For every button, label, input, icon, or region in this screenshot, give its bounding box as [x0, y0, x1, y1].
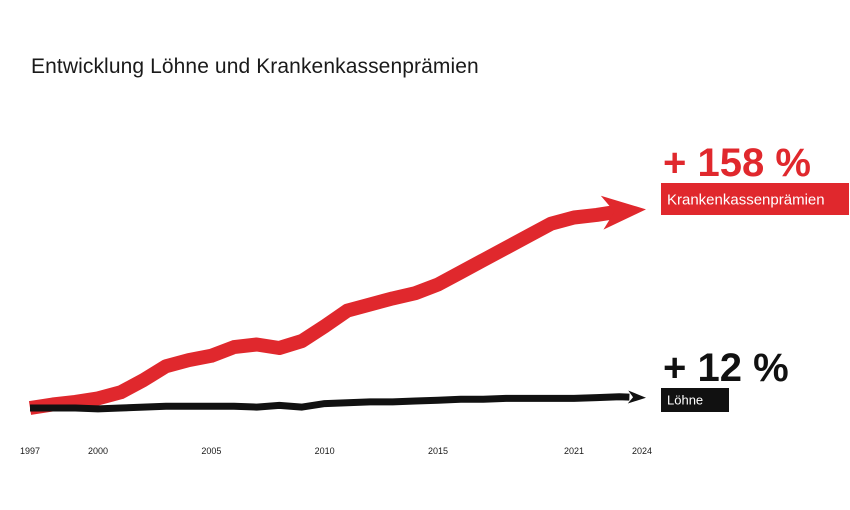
series-line-löhne	[30, 393, 630, 413]
x-tick-label: 2024	[632, 446, 652, 456]
x-tick-label: 2005	[201, 446, 221, 456]
x-tick-label: 1997	[20, 446, 40, 456]
series-arrow-löhne	[627, 390, 646, 404]
series-name-box-krankenkassenprämien	[661, 183, 849, 215]
chart-title: Entwicklung Löhne und Krankenkassenprämi…	[31, 55, 479, 78]
series-name-box-löhne	[661, 388, 729, 412]
series-line-krankenkassenprämien	[28, 204, 627, 415]
series-arrow-krankenkassenprämien	[600, 195, 646, 230]
x-tick-label: 2010	[315, 446, 335, 456]
series-name-löhne: Löhne	[667, 393, 703, 408]
change-label-löhne: + 12 %	[663, 346, 789, 390]
x-tick-label: 2000	[88, 446, 108, 456]
series-name-krankenkassenprämien: Krankenkassenprämien	[667, 191, 825, 208]
x-tick-label: 2021	[564, 446, 584, 456]
x-tick-label: 2015	[428, 446, 448, 456]
change-label-krankenkassenprämien: + 158 %	[663, 141, 811, 185]
